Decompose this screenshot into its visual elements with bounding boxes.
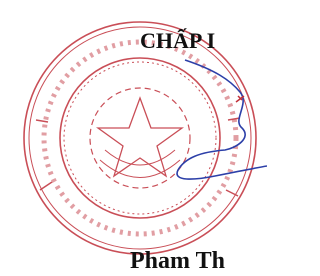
stamp-lettering xyxy=(44,42,236,234)
page: CHẤP I Pham Th xyxy=(0,0,267,276)
stamp-outer-ring xyxy=(24,22,256,254)
stamp-star xyxy=(98,98,182,176)
stamp-marks xyxy=(36,118,240,196)
heading: CHẤP I xyxy=(140,28,215,54)
stamp-emblem-ring xyxy=(90,88,190,188)
stamp-inner-ring xyxy=(60,58,220,218)
stamp-outer-ring-inner xyxy=(29,27,251,249)
stamp-inner-dots xyxy=(64,62,216,214)
stamp-wreath xyxy=(100,150,180,178)
stamp xyxy=(0,0,267,276)
signer-name: Pham Th xyxy=(130,248,225,275)
